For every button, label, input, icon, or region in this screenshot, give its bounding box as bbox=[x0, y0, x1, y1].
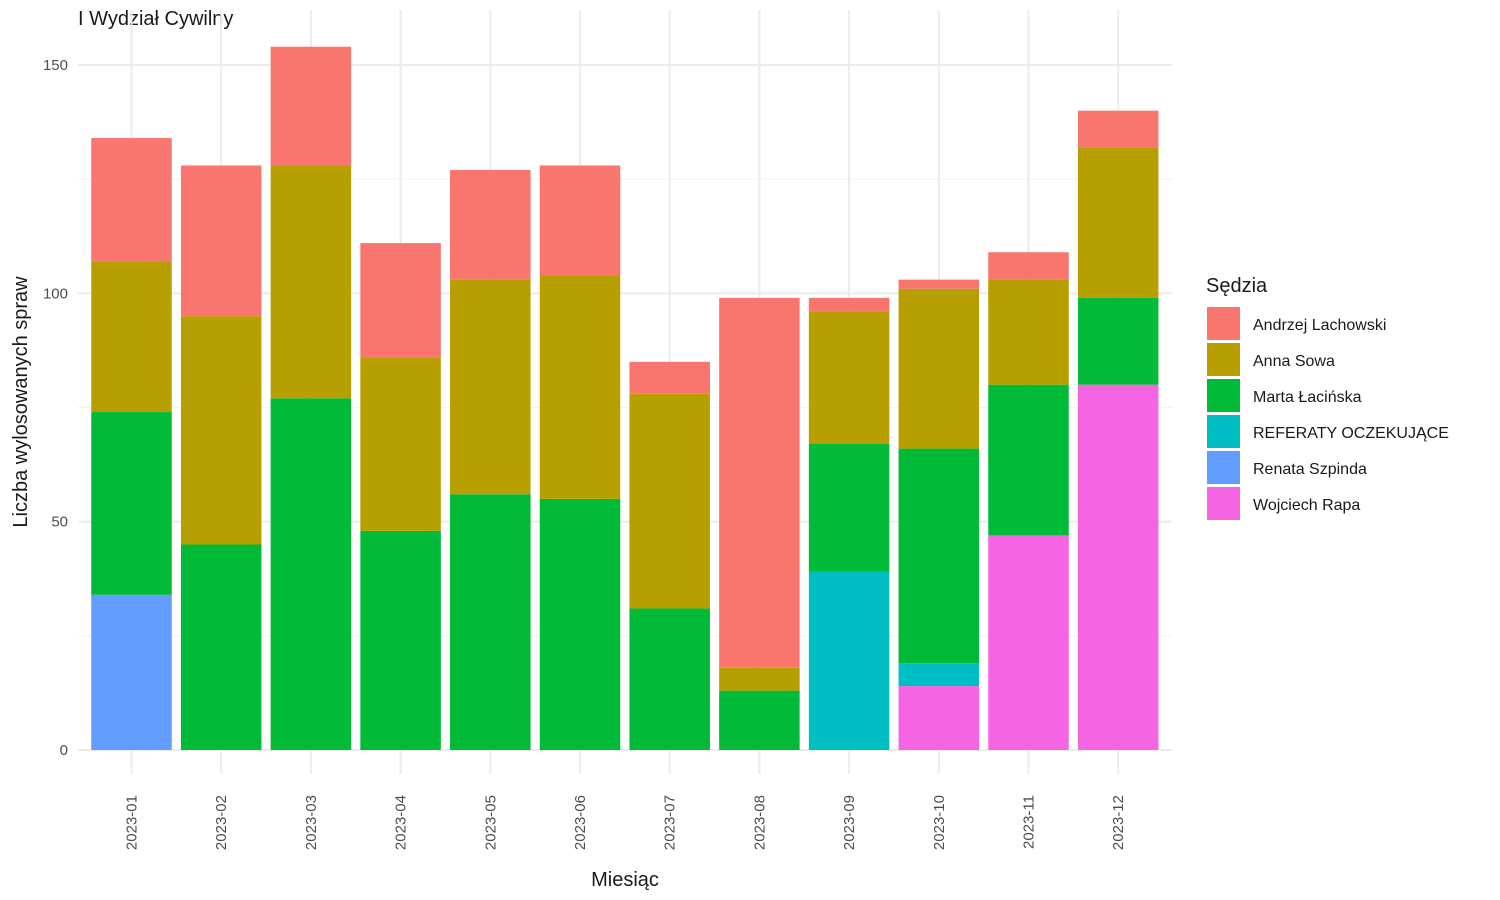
x-tick-label: 2023-10 bbox=[931, 795, 948, 850]
chart-title: I Wydział Cywilny bbox=[78, 8, 234, 30]
x-tick-label: 2023-09 bbox=[841, 795, 858, 850]
x-tick-label: 2023-12 bbox=[1110, 795, 1127, 850]
bar-segment bbox=[1077, 384, 1159, 750]
legend-swatch bbox=[1207, 415, 1240, 448]
bar-segment bbox=[91, 594, 172, 750]
x-tick-label: 2023-05 bbox=[482, 795, 499, 850]
bar-segment bbox=[808, 297, 890, 312]
bar-segment bbox=[988, 279, 1069, 385]
bar-segment bbox=[808, 571, 890, 750]
legend-label: Andrzej Lachowski bbox=[1253, 317, 1386, 334]
bar-segment bbox=[629, 608, 710, 750]
x-tick-label: 2023-11 bbox=[1021, 795, 1038, 849]
bar-segment bbox=[180, 544, 262, 750]
bar-segment bbox=[719, 667, 800, 691]
bar-segment bbox=[719, 297, 800, 668]
x-tick-label: 2023-01 bbox=[124, 795, 141, 850]
bar-segment bbox=[1077, 110, 1159, 148]
bar-segment bbox=[270, 165, 352, 399]
ticks-layer: 0 50 100 150 2023-01 2023-02 2023-03 2023-04 202… bbox=[43, 57, 1127, 850]
bars-layer bbox=[91, 46, 1159, 750]
x-axis-title: Miesiąc bbox=[591, 869, 659, 891]
legend-swatch bbox=[1207, 307, 1240, 340]
bar-segment bbox=[1077, 147, 1159, 298]
bar-segment bbox=[539, 165, 621, 276]
x-tick-label: 2023-04 bbox=[393, 795, 410, 850]
bar-segment bbox=[988, 252, 1069, 280]
legend-swatch bbox=[1207, 487, 1240, 520]
bar-segment bbox=[898, 448, 980, 664]
bar-segment bbox=[898, 288, 980, 449]
y-tick-label: 0 bbox=[60, 742, 68, 759]
legend-swatch bbox=[1207, 379, 1240, 412]
legend-swatch bbox=[1207, 451, 1240, 484]
bar-segment bbox=[539, 275, 621, 499]
bar-segment bbox=[180, 316, 262, 545]
bar-segment bbox=[988, 535, 1069, 750]
bar-segment bbox=[270, 398, 352, 750]
bar-segment bbox=[629, 393, 710, 609]
bar-segment bbox=[360, 357, 441, 531]
bar-segment bbox=[719, 690, 800, 750]
bar-segment bbox=[180, 165, 262, 317]
x-tick-label: 2023-08 bbox=[751, 795, 768, 850]
legend: Sędzia Andrzej Lachowski Anna Sowa Marta Ł… bbox=[1206, 275, 1449, 520]
bar-segment bbox=[808, 311, 890, 445]
bar-segment bbox=[91, 412, 172, 595]
bar-segment bbox=[808, 444, 890, 572]
y-axis-title: Liczba wylosowanych spraw bbox=[10, 276, 32, 528]
bar-segment bbox=[629, 361, 710, 394]
legend-label: Renata Szpinda bbox=[1253, 461, 1367, 478]
bar-segment bbox=[91, 261, 172, 413]
bar-segment bbox=[898, 279, 980, 289]
x-tick-label: 2023-02 bbox=[213, 795, 230, 850]
legend-title: Sędzia bbox=[1206, 275, 1268, 297]
x-tick-label: 2023-03 bbox=[303, 795, 320, 850]
x-tick-label: 2023-06 bbox=[572, 795, 589, 850]
bar-segment bbox=[1077, 297, 1159, 385]
y-tick-label: 50 bbox=[51, 514, 68, 531]
bar-segment bbox=[898, 686, 980, 750]
y-tick-label: 150 bbox=[43, 57, 68, 74]
legend-label: Anna Sowa bbox=[1253, 353, 1335, 370]
bar-segment bbox=[91, 138, 172, 262]
bar-segment bbox=[450, 279, 531, 495]
bar-segment bbox=[360, 243, 441, 358]
bar-segment bbox=[450, 494, 531, 750]
legend-label: Marta Łacińska bbox=[1253, 389, 1362, 406]
bar-segment bbox=[988, 384, 1069, 536]
legend-label: Wojciech Rapa bbox=[1253, 497, 1360, 514]
bar-segment bbox=[270, 46, 352, 166]
legend-label: REFERATY OCZEKUJĄCE bbox=[1253, 425, 1449, 442]
bar-segment bbox=[450, 170, 531, 280]
bar-segment bbox=[898, 663, 980, 687]
legend-swatch bbox=[1207, 343, 1240, 376]
bar-segment bbox=[539, 498, 621, 750]
bar-segment bbox=[360, 530, 441, 750]
y-tick-label: 100 bbox=[43, 285, 68, 302]
x-tick-label: 2023-07 bbox=[662, 795, 679, 850]
